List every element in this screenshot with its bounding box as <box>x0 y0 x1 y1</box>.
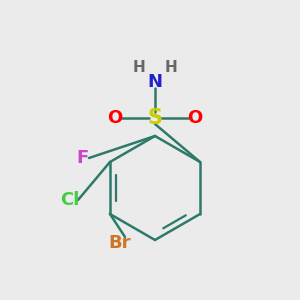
Text: H: H <box>133 61 146 76</box>
Text: F: F <box>76 149 88 167</box>
Text: N: N <box>148 73 163 91</box>
Text: O: O <box>188 109 202 127</box>
Text: Cl: Cl <box>60 191 80 209</box>
Text: O: O <box>107 109 123 127</box>
Text: Br: Br <box>109 234 131 252</box>
Text: H: H <box>165 61 177 76</box>
Text: S: S <box>148 108 163 128</box>
